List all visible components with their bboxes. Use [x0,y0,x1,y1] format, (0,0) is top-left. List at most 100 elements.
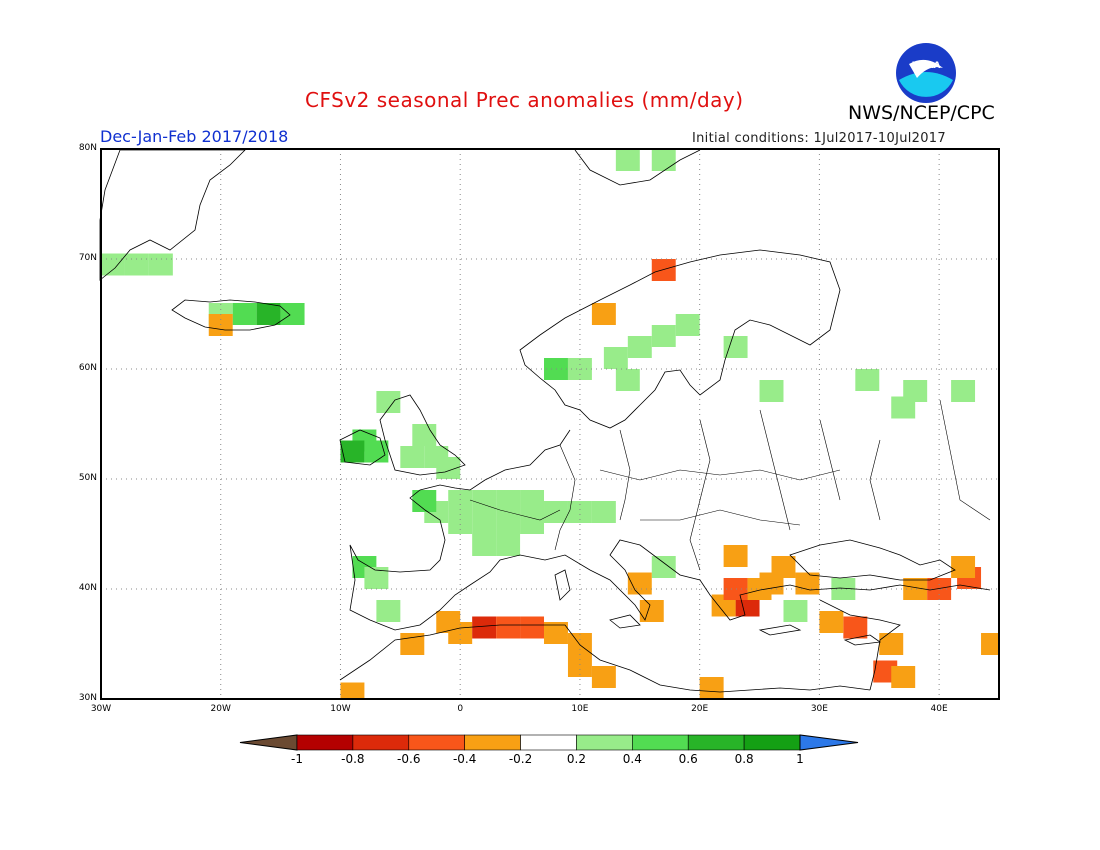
anomaly-cell [699,677,724,699]
scandinavia-coast [519,249,841,429]
anomaly-cell [400,446,425,468]
anomaly-cell [436,457,461,479]
anomaly-cell [759,572,784,595]
longitude-label: 10W [330,704,351,714]
anomaly-cell [148,253,173,276]
logo-text: NOAA [912,61,941,71]
anomaly-cell [951,556,976,578]
iceland-coast [171,299,291,331]
britain-coast [379,394,466,476]
anomaly-cell [615,369,640,391]
anomaly-cell [591,666,616,688]
colorbar-bin [352,734,410,751]
anomaly-cell [831,578,856,600]
anomaly-cell [520,512,545,534]
colorbar-high-arrow [799,734,859,751]
anomaly-cell [651,259,676,281]
colorbar-bin [408,734,465,751]
colorbar-bin [576,734,633,751]
anomaly-cell [520,616,545,639]
anomaly-cell [544,622,568,644]
colorbar-label: -0.2 [508,752,533,766]
longitude-label: 20E [691,704,709,714]
north-africa-coast [339,624,871,693]
anomaly-cell [981,633,999,655]
latitude-label: 60N [78,363,97,373]
europe-mainland-coast [349,429,991,631]
colorbar-bin [464,734,521,751]
colorbar-label: 0.4 [622,752,642,766]
map-frame [100,148,1000,700]
colorbar-bin [687,734,745,751]
anomaly-cell [723,545,748,567]
anomaly-cell [496,616,521,639]
initial-conditions-label: Initial conditions: 1Jul2017-10Jul2017 [692,131,946,146]
anomaly-cell [412,424,437,446]
anomaly-cell [101,253,125,276]
longitude-label: 10E [571,704,589,714]
anomaly-cell [891,396,916,419]
anomaly-cell [448,490,473,512]
colorbar-bin [296,734,354,751]
anomaly-cell [436,611,461,633]
agency-label: NWS/NCEP/CPC [848,102,995,124]
ireland-coast [339,429,386,466]
anomaly-cell [567,501,592,523]
noaa-logo-icon: NOAA [896,43,956,103]
cyprus-coast [843,634,882,646]
levant-coast [819,599,901,691]
anomaly-cell [412,490,437,512]
anomaly-cell [340,682,365,699]
crete-coast [758,624,802,636]
coastlines [99,149,991,693]
anomaly-cell [903,578,928,600]
anomaly-cell [520,490,545,512]
longitude-label: 20W [210,704,231,714]
anomaly-cell [364,567,389,589]
anomaly-cell [723,578,748,600]
anomaly-cell [843,616,868,639]
colorbar-label: 0.6 [678,752,698,766]
anomaly-cell [256,303,281,325]
anomaly-cell [591,303,616,325]
colorbar-label: 0.2 [566,752,586,766]
anomaly-cell [567,655,592,677]
anomaly-cell [376,391,401,413]
sicily-coast [609,614,641,629]
latitude-label: 50N [78,473,97,483]
country-borders [469,399,991,571]
anomaly-cell [855,369,880,391]
anomaly-cell [496,534,521,556]
anomaly-cell [651,325,676,347]
anomaly-cell [603,347,628,369]
latitude-label: 40N [78,583,97,593]
colorbar-label: -1 [291,752,303,766]
colorbar [239,734,859,751]
anomaly-cell [639,600,664,622]
anomaly-cell [759,380,784,402]
anomaly-cell [591,501,616,523]
longitude-label: 30E [810,704,828,714]
colorbar-bin [632,734,689,751]
colorbar-label: -0.6 [397,752,421,766]
anomaly-cell [891,666,916,688]
anomaly-cell [232,303,257,325]
anomaly-cell [627,336,652,358]
season-label: Dec-Jan-Feb 2017/2018 [100,127,289,146]
map-title: CFSv2 seasonal Prec anomalies (mm/day) [305,88,744,112]
anomaly-cell [615,149,640,171]
svalbard-coast [574,149,701,186]
anomaly-cell [651,149,676,171]
anomaly-cell [783,600,808,622]
latitude-label: 80N [78,143,97,153]
anomaly-cell [819,611,844,633]
anomaly-cell [723,336,748,358]
black-sea-coast [789,539,956,581]
anomaly-cell [496,512,521,534]
anomaly-cell [675,314,700,336]
anomaly-cell [496,490,521,512]
anomaly-cell [472,616,497,639]
anomaly-cell [124,253,149,276]
latitude-label: 30N [78,693,97,703]
anomaly-cell [651,556,676,578]
